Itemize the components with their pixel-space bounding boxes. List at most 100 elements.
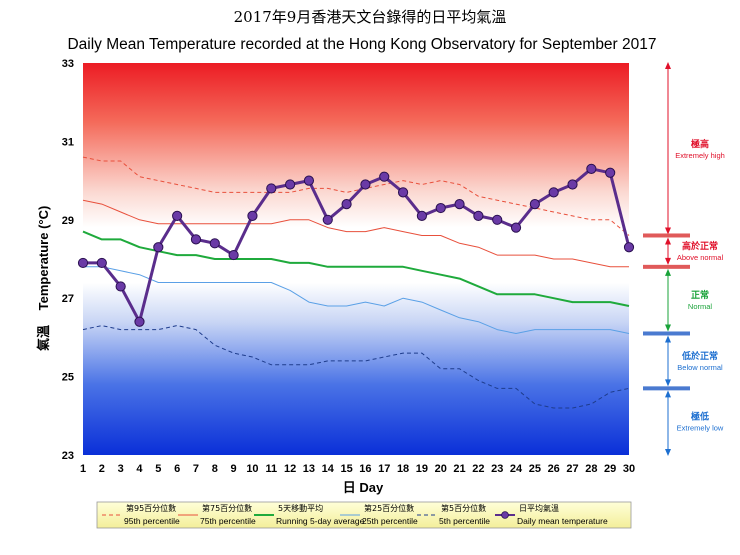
legend-label-cn-p75: 第75百分位數	[202, 503, 252, 513]
legend-label-cn-avg5: 5天移動平均	[278, 503, 323, 513]
x-tick-label: 5	[155, 463, 161, 475]
zone-arrow-below-head	[665, 379, 671, 387]
daily-mean-point	[623, 242, 635, 253]
daily-mean-point	[322, 214, 333, 225]
x-tick-label: 27	[566, 463, 578, 475]
x-tick-label: 24	[510, 463, 523, 475]
x-tick-label: 18	[397, 463, 409, 475]
x-tick-label: 29	[604, 463, 616, 475]
x-tick-label: 2	[99, 463, 105, 475]
daily-mean-point	[416, 210, 427, 221]
series-line-p25	[83, 266, 630, 334]
y-axis-label-cn: 氣溫	[36, 325, 51, 351]
legend: 第95百分位數 95th percentile 第75百分位數 75th percen…	[96, 501, 632, 529]
daily-mean-point	[379, 171, 390, 182]
daily-mean-point	[247, 210, 258, 221]
x-tick-label: 1	[80, 463, 86, 475]
zone-label-en-above: Above normal	[677, 253, 724, 262]
daily-mean-point	[96, 257, 107, 269]
daily-mean-point	[529, 199, 540, 210]
y-tick-label: 27	[62, 293, 74, 305]
legend-label-cn-daily: 日平均氣溫	[519, 503, 559, 513]
zone-arrow-above-head	[665, 237, 671, 245]
x-tick-label: 6	[174, 463, 180, 475]
x-tick-label: 9	[231, 463, 237, 475]
x-tick-label: 16	[359, 463, 371, 475]
zone-arrow-xlow-head	[665, 449, 671, 456]
x-tick-label: 11	[265, 463, 277, 475]
legend-label-en-p75: 75th percentile	[200, 516, 256, 526]
x-tick-label: 10	[246, 463, 258, 475]
zone-boundary-marker	[643, 386, 690, 391]
zone-boundary-marker	[643, 331, 690, 336]
legend-items: 第95百分位數 95th percentile 第75百分位數 75th percen…	[102, 503, 608, 526]
daily-mean-point	[567, 179, 578, 190]
series-line-p5	[82, 325, 630, 409]
daily-mean-point	[397, 187, 409, 198]
zone-arrow-normal-head	[665, 268, 671, 276]
x-tick-label: 19	[416, 463, 428, 475]
zone-arrow-above-head	[665, 257, 671, 265]
y-tick-label: 33	[62, 58, 74, 70]
zone-label-cn-xlow: 極低	[690, 411, 709, 423]
legend-label-en-p25: 25th percentile	[362, 516, 418, 526]
zone-boundary-marker	[643, 264, 690, 269]
x-tick-label: 21	[453, 463, 465, 475]
zone-arrow-xlow-head	[665, 390, 671, 398]
x-tick-label: 14	[322, 463, 335, 475]
zone-label-en-xhigh: Extremely high	[675, 151, 725, 160]
zone-arrow-xhigh-head	[665, 227, 671, 235]
y-tick-label: 29	[62, 215, 74, 227]
x-tick-label: 22	[472, 463, 484, 475]
zone-label-en-below: Below normal	[677, 363, 723, 372]
daily-mean-point	[77, 257, 89, 269]
chart-subtitle: Daily Mean Temperature recorded at the H…	[67, 36, 656, 53]
x-tick-label: 12	[284, 463, 296, 475]
daily-mean-point	[172, 210, 183, 221]
zone-label-cn-below: 低於正常	[681, 350, 718, 362]
daily-mean-point	[360, 179, 371, 190]
plot-background	[83, 63, 629, 455]
y-axis-ticks: 23 25 27 29 31 33	[62, 58, 74, 462]
daily-mean-point	[341, 199, 352, 210]
daily-mean-point	[115, 281, 126, 292]
zone-arrow-xhigh-head	[665, 62, 671, 69]
x-tick-label: 3	[118, 463, 124, 475]
zone-boundary-marker	[643, 233, 690, 238]
daily-mean-point	[586, 163, 597, 174]
daily-mean-point	[228, 249, 239, 261]
zone-arrow-below-head	[665, 335, 671, 343]
x-tick-label: 4	[136, 463, 143, 475]
series-line-avg5	[82, 230, 630, 307]
series-line-p95	[82, 156, 630, 236]
series-layer	[77, 156, 635, 409]
y-tick-label: 31	[62, 136, 74, 148]
zone-label-en-normal: Normal	[688, 302, 713, 311]
x-tick-label: 20	[435, 463, 447, 475]
daily-mean-point	[209, 238, 220, 249]
x-tick-label: 17	[378, 463, 390, 475]
zone-label-cn-above: 高於正常	[682, 240, 718, 252]
daily-mean-point	[605, 167, 616, 178]
y-tick-label: 23	[62, 450, 74, 462]
legend-label-en-p95: 95th percentile	[124, 516, 180, 526]
daily-mean-point	[435, 202, 446, 214]
zone-label-cn-xhigh: 極高	[690, 138, 709, 150]
x-tick-label: 7	[193, 463, 199, 475]
daily-mean-point	[285, 179, 296, 190]
x-axis-label: 日 Day	[343, 480, 384, 495]
chart-title: 2017年9月香港天文台錄得的日平均氣溫	[234, 8, 507, 26]
legend-label-en-daily: Daily mean temperature	[517, 516, 608, 526]
x-tick-label: 30	[623, 463, 635, 475]
legend-label-en-avg5: Running 5-day average	[276, 516, 365, 526]
daily-mean-point	[454, 199, 465, 210]
legend-label-en-p5: 5th percentile	[439, 516, 490, 526]
legend-label-cn-p95: 第95百分位數	[126, 503, 176, 513]
zone-arrow-normal-head	[665, 324, 671, 332]
legend-swatch-marker	[501, 511, 509, 519]
x-tick-label: 28	[585, 463, 597, 475]
y-axis-label-en: Temperature (°C)	[36, 206, 51, 311]
x-tick-label: 8	[212, 463, 218, 475]
